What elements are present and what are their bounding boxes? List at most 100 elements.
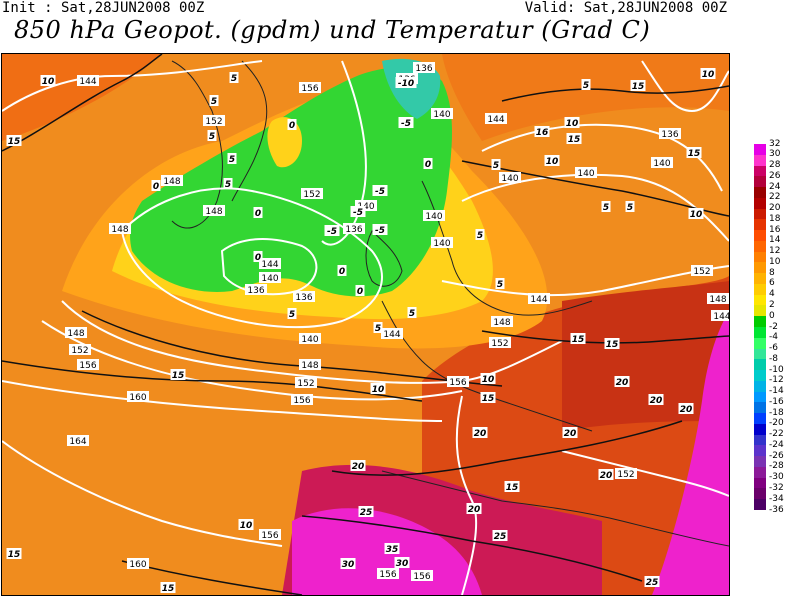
colorbar-bin — [754, 370, 766, 382]
temperature-label: 15 — [568, 135, 581, 145]
temperature-label: 10 — [702, 70, 715, 80]
temperature-label: 15 — [606, 340, 619, 350]
temperature-label: 5 — [375, 324, 381, 334]
temperature-label: 20 — [352, 462, 365, 472]
temperature-label: -5 — [327, 227, 337, 237]
geopotential-label: 152 — [297, 379, 314, 389]
geopotential-label-bg — [109, 223, 131, 234]
temperature-label-bg — [350, 206, 366, 217]
colorbar-tick-label: 0 — [769, 310, 775, 321]
temperature-labels: 10 15 5 5 5 5 0 0 5 0 0 -5 -5 -5 -5 -10 -5 0 0 0 5 5 5 5 5 5 5 10 15… — [6, 68, 716, 594]
geopotential-label: 140 — [261, 274, 278, 284]
colorbar-bin — [754, 176, 766, 188]
isotherm-20-south — [331, 420, 683, 476]
temperature-label-bg — [407, 307, 417, 318]
temperature-label-bg — [564, 117, 580, 128]
geopotential-label: 148 — [709, 295, 726, 305]
chart-title: 850 hPa Geopot. (gpdm) und Temperatur (G… — [14, 16, 651, 44]
colorbar-bin — [754, 348, 766, 360]
temperature-label: 15 — [506, 483, 519, 493]
temperature-label: -10 — [398, 79, 414, 89]
colorbar-bin — [754, 240, 766, 253]
temperature-label-bg — [688, 208, 704, 219]
temperature-label-bg — [475, 229, 485, 240]
temperature-label-bg — [492, 530, 508, 541]
colorbar-bin — [754, 359, 766, 371]
geopotential-label: 156 — [379, 570, 396, 580]
colorbar-bin — [754, 466, 766, 479]
temperature-zone-north — [442, 54, 729, 141]
temperature-label: 5 — [209, 132, 215, 142]
temperature-label-bg — [480, 373, 496, 384]
isotherm-25-south — [301, 515, 643, 582]
geopotential-label-bg — [203, 205, 225, 216]
colorbar-tick-label: -2 — [769, 321, 778, 332]
temperature-label-bg — [504, 481, 520, 492]
temperature-label: 25 — [646, 578, 659, 588]
geopotential-label: 148 — [163, 177, 180, 187]
temperature-label: 0 — [289, 121, 295, 131]
geopotential-label-bg — [615, 468, 637, 479]
temperature-label-bg — [398, 117, 414, 128]
colorbar-bin — [754, 456, 766, 468]
temperature-label-bg — [253, 251, 263, 262]
colorbar-tick-label: -8 — [769, 353, 778, 364]
temperature-label: 10 — [546, 157, 559, 167]
temperature-label: 20 — [600, 471, 613, 481]
colorbar-bin — [754, 499, 766, 511]
geopotential-label-bg — [299, 359, 321, 370]
temperature-label: 5 — [603, 203, 609, 213]
contour-144-nw — [2, 60, 263, 112]
geopotential-label-bg — [77, 75, 99, 86]
geopotential-label-bg — [161, 175, 183, 186]
temperature-label-bg — [253, 207, 263, 218]
temperature-label: 5 — [229, 155, 235, 165]
colorbar-bin — [754, 262, 766, 274]
temperature-label: 0 — [339, 267, 345, 277]
geopotential-label: 136 — [415, 64, 432, 74]
geopotential-label: 156 — [413, 572, 430, 582]
colorbar-tick-label: 14 — [769, 235, 781, 246]
colorbar-bin — [754, 294, 766, 306]
temperature-colorbar: 32 30 28 26 24 22 20 18 16 14 12 10 8 6 4 2 0 -2 -4 -6 -8 -10… — [754, 139, 784, 514]
geopotential-label-bg — [447, 376, 469, 387]
contour-136-trough — [321, 60, 367, 246]
geopotential-label-bg — [355, 200, 377, 211]
geopotential-label-bg — [651, 157, 673, 168]
geopotential-label: 156 — [449, 378, 466, 388]
temperature-label-bg — [324, 225, 340, 236]
temperature-label-bg — [604, 338, 620, 349]
temperature-label-bg — [614, 376, 630, 387]
colorbar-bin — [754, 197, 766, 210]
geopotential-label: 140 — [433, 239, 450, 249]
geopotential-label-bg — [65, 327, 87, 338]
colorbar-bin — [754, 165, 766, 177]
temperature-label: 15 — [8, 550, 21, 560]
coastline-iceland — [365, 230, 403, 287]
contour-164-sw — [2, 440, 283, 547]
temperature-label-bg — [355, 285, 365, 296]
geopotential-label-bg — [575, 167, 597, 178]
colorbar-tick-label: 18 — [769, 213, 781, 224]
temperature-label: 0 — [357, 287, 363, 297]
valid-time: Valid: Sat,28JUN2008 00Z — [524, 0, 727, 16]
temperature-label-bg — [700, 68, 716, 79]
geopotential-label: 156 — [293, 396, 310, 406]
temperature-label: 5 — [225, 180, 231, 190]
geopotential-label-bg — [67, 435, 89, 446]
temperature-zone-cold — [130, 67, 452, 297]
geopotential-label: 140 — [577, 169, 594, 179]
temperature-label: 15 — [172, 371, 185, 381]
geopotential-label-bg — [245, 284, 267, 295]
isotherm-15-ne — [501, 85, 729, 102]
temperature-label-bg — [562, 427, 578, 438]
isotherm-15-east — [481, 330, 729, 344]
temperature-label-bg — [337, 265, 347, 276]
geopotential-label-bg — [127, 558, 149, 569]
geopotential-label: 152 — [205, 117, 222, 127]
colorbar-bin — [754, 434, 766, 446]
init-time: Init : Sat,28JUN2008 00Z — [2, 0, 205, 16]
contour-140-east — [481, 123, 723, 192]
colorbar-bin — [754, 154, 766, 166]
geopotential-label-bg — [485, 113, 507, 124]
